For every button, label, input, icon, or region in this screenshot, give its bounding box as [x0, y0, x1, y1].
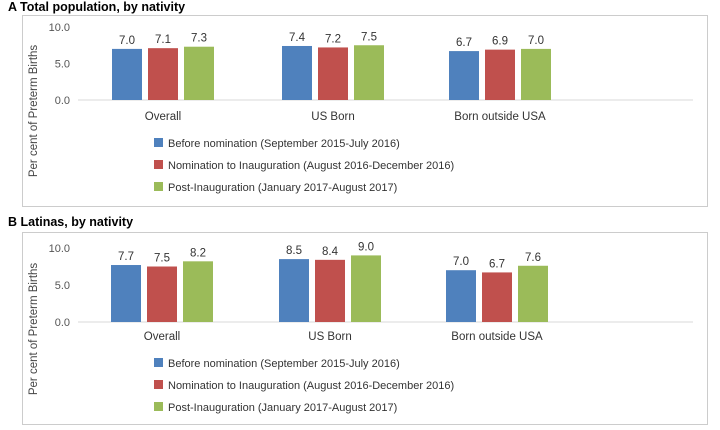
bar	[279, 259, 309, 322]
y-tick-label: 5.0	[55, 280, 70, 292]
bar	[184, 46, 214, 100]
bar	[147, 266, 177, 322]
bar	[351, 255, 381, 322]
bar	[318, 47, 348, 100]
bar	[485, 49, 515, 100]
category-label: Born outside USA	[451, 331, 543, 343]
data-label: 7.4	[289, 32, 306, 44]
legend-swatch	[154, 380, 163, 389]
category-label: Overall	[145, 111, 181, 123]
panel-a-chart: Per cent of Preterm Births 0.0 5.0 10.0 7.0 7…	[22, 15, 708, 207]
data-label: 6.7	[456, 37, 472, 49]
panel-b-title: B Latinas, by nativity	[8, 215, 134, 229]
data-label: 7.2	[325, 33, 341, 45]
y-tick-label: 10.0	[49, 243, 70, 255]
legend-label: Nomination to Inauguration (August 2016-…	[168, 160, 454, 172]
bar	[282, 45, 312, 100]
data-label: 7.6	[525, 252, 541, 264]
category-label: Overall	[144, 331, 180, 343]
legend-swatch	[154, 402, 163, 411]
panel-a-svg: Per cent of Preterm Births 0.0 5.0 10.0 7.0 7…	[28, 22, 693, 194]
category-label: US Born	[308, 331, 351, 343]
bar	[148, 48, 178, 100]
bar	[112, 48, 142, 100]
bar	[482, 272, 512, 322]
bar	[354, 45, 384, 100]
panel-b-chart: Per cent of Preterm Births 0.0 5.0 10.0 7.7 7…	[22, 232, 708, 425]
bar	[449, 51, 479, 100]
data-label: 8.2	[190, 247, 206, 259]
bar	[518, 265, 548, 322]
legend-label: Nomination to Inauguration (August 2016-…	[168, 380, 454, 392]
legend-label: Post-Inauguration (January 2017-August 2…	[168, 182, 397, 194]
data-label: 7.1	[155, 34, 171, 46]
category-label: US Born	[311, 111, 354, 123]
legend-swatch	[154, 138, 163, 147]
bar	[446, 270, 476, 322]
bar	[111, 265, 141, 322]
panel-a-title: A Total population, by nativity	[8, 0, 186, 14]
category-label: Born outside USA	[454, 111, 546, 123]
y-axis-label: Per cent of Preterm Births	[28, 263, 40, 396]
legend-label: Before nomination (September 2015-July 2…	[168, 358, 400, 370]
legend-swatch	[154, 358, 163, 367]
legend-label: Before nomination (September 2015-July 2…	[168, 138, 400, 150]
data-label: 8.5	[286, 245, 302, 257]
panel-b-svg: Per cent of Preterm Births 0.0 5.0 10.0 7.7 7…	[28, 241, 693, 414]
y-tick-label: 0.0	[55, 95, 70, 107]
legend-swatch	[154, 160, 163, 169]
data-label: 7.7	[118, 251, 134, 263]
data-label: 7.5	[361, 31, 377, 43]
data-label: 7.3	[191, 33, 207, 45]
data-label: 6.7	[489, 258, 505, 270]
y-tick-label: 0.0	[55, 317, 70, 329]
y-axis-label: Per cent of Preterm Births	[28, 45, 40, 178]
data-label: 7.0	[119, 35, 135, 47]
data-label: 7.0	[453, 256, 469, 268]
y-tick-label: 10.0	[49, 22, 70, 34]
data-label: 9.0	[358, 241, 374, 253]
data-label: 7.0	[528, 35, 544, 47]
legend-swatch	[154, 182, 163, 191]
bar	[183, 261, 213, 322]
bar	[521, 48, 551, 100]
data-label: 7.5	[154, 253, 170, 265]
legend-label: Post-Inauguration (January 2017-August 2…	[168, 402, 397, 414]
data-label: 8.4	[322, 246, 339, 258]
y-tick-label: 5.0	[55, 59, 70, 71]
bar	[315, 259, 345, 322]
data-label: 6.9	[492, 36, 508, 48]
